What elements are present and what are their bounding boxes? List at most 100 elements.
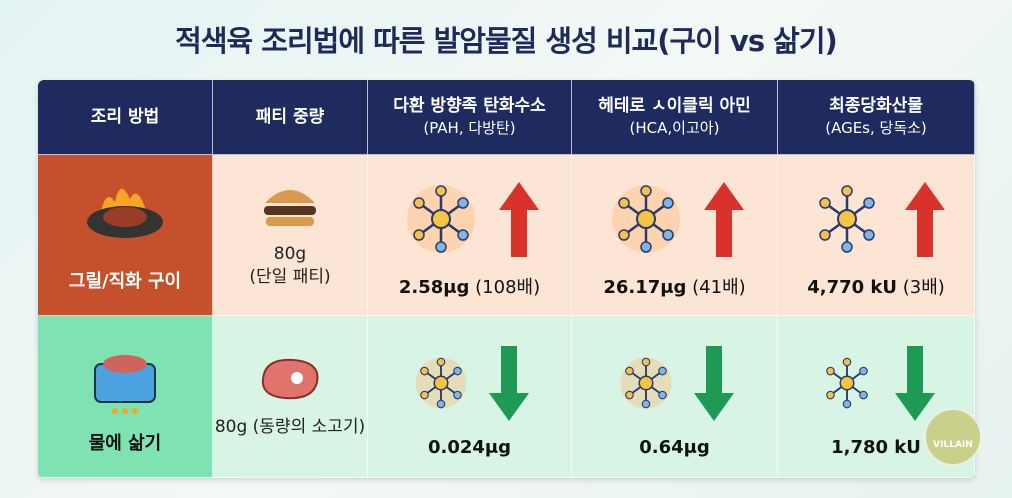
atom (430, 209, 451, 229)
value-cell: 0.024μg (368, 316, 572, 478)
header-sub: (PAH, 다방탄) (423, 119, 516, 138)
flame (122, 407, 128, 414)
value-icons (606, 172, 744, 267)
up-arrow (703, 181, 744, 257)
value-icons (817, 336, 935, 431)
arrow-shape (488, 345, 529, 421)
amount: 2.58μg (398, 276, 470, 298)
header-cell: 다환 방향족 탄화수소 (PAH, 다방탄) (368, 80, 572, 155)
weight-text: 80g (단일 패티) (249, 243, 330, 289)
down-arrow (693, 345, 734, 421)
atom (837, 209, 857, 229)
pot-icon (94, 354, 156, 414)
atom (842, 399, 852, 409)
method-icon (80, 339, 170, 423)
atom (639, 241, 652, 253)
flame (112, 407, 118, 414)
header-cell: 패티 중량 (213, 80, 368, 155)
down-arrow (895, 345, 935, 421)
molecule-icon (611, 185, 680, 253)
atom (419, 366, 429, 376)
arrow-shape (905, 181, 945, 257)
patty (264, 206, 316, 216)
value-icons (616, 336, 734, 431)
method-cell: 그릴/직화 구이 (38, 155, 213, 316)
steak-icon (261, 358, 319, 400)
header-sub: (HCA,이고아) (629, 119, 720, 138)
atom (826, 366, 835, 376)
bun (266, 217, 314, 227)
atom (624, 366, 634, 376)
molecule-icon (826, 357, 868, 409)
atom (841, 241, 853, 253)
atom (641, 399, 650, 409)
value-cell: 4,770 kU (3배) (778, 155, 975, 316)
ratio-note: (3배) (902, 276, 945, 298)
bone (291, 372, 303, 385)
atom (661, 229, 674, 241)
atom (419, 390, 429, 400)
atom (456, 229, 469, 241)
header-main: 최종당화산물 (829, 96, 923, 117)
value-text: 4,770 kU (3배) (807, 273, 945, 299)
atom (434, 241, 447, 253)
atom (859, 366, 868, 376)
method-icon (80, 177, 170, 261)
atom (641, 357, 650, 367)
atom (863, 229, 875, 241)
atom (624, 390, 634, 400)
weight-cell: 80g (단일 패티) (213, 155, 368, 316)
molecule-icon (819, 185, 875, 253)
value-cell: 26.17μg (41배) (572, 155, 778, 316)
value-text: 26.17μg (41배) (603, 273, 745, 299)
down-arrow (488, 345, 529, 421)
flame (132, 407, 138, 414)
atom (819, 197, 831, 209)
amount: 1,780 kU (831, 436, 921, 458)
weight: 80g (동량의 소고기) (214, 417, 366, 438)
weight-text: 80g (동량의 소고기) (215, 416, 365, 439)
atom (617, 197, 630, 209)
arrow-shape (693, 345, 734, 421)
header-cell: 최종당화산물 (AGEs, 당독소) (778, 80, 975, 155)
value-text: 2.58μg (108배) (399, 273, 540, 299)
atom (819, 229, 831, 241)
value-icons (807, 172, 945, 267)
value-cell: 0.64μg (572, 316, 778, 478)
value-icons (401, 172, 539, 267)
atom (657, 390, 667, 400)
watermark: VILLAIN (924, 408, 982, 466)
header-main: 조리 방법 (90, 106, 160, 127)
value-text: 0.024μg (428, 437, 511, 458)
arrow-shape (498, 181, 539, 257)
arrow-shape (895, 345, 935, 421)
value-icons (411, 336, 529, 431)
bun (265, 190, 315, 204)
steak (103, 207, 147, 227)
atom (657, 366, 667, 376)
weight: 80g (273, 244, 307, 265)
amount: 0.64μg (639, 436, 710, 458)
atom (436, 357, 445, 367)
arrow-shape (703, 181, 744, 257)
header-main: 다환 방향족 탄화수소 (393, 96, 546, 117)
value-text: 1,780 kU (831, 437, 921, 458)
molecule-icon (415, 357, 466, 409)
amount: 26.17μg (603, 276, 687, 298)
atom (456, 197, 469, 209)
header-sub: (AGEs, 당독소) (825, 119, 927, 138)
grill-icon (87, 188, 163, 238)
title: 적색육 조리법에 따른 발암물질 생성 비교(구이 vs 삶기) (175, 24, 838, 58)
ratio-note: (108배) (475, 276, 541, 298)
molecule-icon (620, 357, 671, 409)
weight-note: (단일 패티) (249, 267, 331, 287)
atom (839, 375, 855, 391)
comparison-table: 조리 방법 패티 중량 다환 방향족 탄화수소 (PAH, 다방탄) 헤테로 ㅅ이클릭 … (38, 80, 975, 478)
atom (412, 229, 425, 241)
atom (842, 357, 852, 367)
atom (436, 399, 445, 409)
meat (103, 354, 147, 373)
ratio-note: (41배) (692, 276, 746, 298)
method-cell: 물에 삶기 (38, 316, 213, 478)
header-main: 헤테로 ㅅ이클릭 아민 (598, 96, 751, 117)
